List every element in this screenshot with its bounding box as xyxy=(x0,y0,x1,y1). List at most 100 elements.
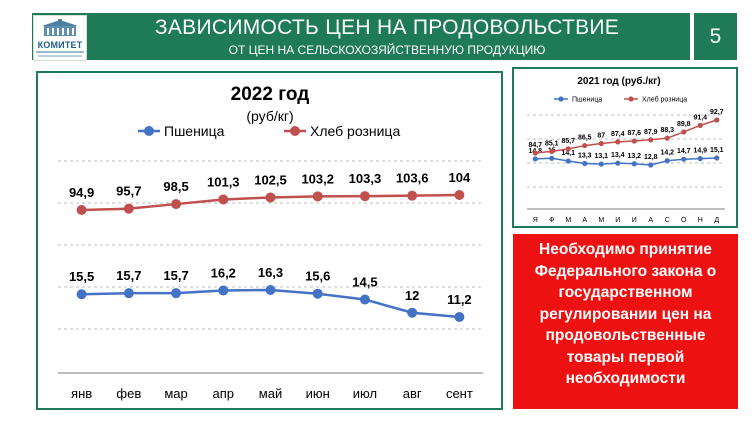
chart-2022-data-label-1: 103,3 xyxy=(349,171,382,186)
chart-2022-data-label-0: 12 xyxy=(405,288,419,303)
chart-2021-data-label-0: 14,7 xyxy=(677,148,691,155)
chart-2021-legend-marker-1 xyxy=(628,96,634,102)
chart-2021-point-1 xyxy=(565,146,571,152)
chart-2022-point-1 xyxy=(76,205,87,215)
chart-2021-data-label-1: 92,7 xyxy=(710,109,724,116)
chart-2022-point-0 xyxy=(359,294,370,305)
chart-2021-legend-label-1: Хлеб розница xyxy=(642,95,687,103)
chart-2022-point-0 xyxy=(454,312,465,322)
chart-2021-point-1 xyxy=(615,139,621,145)
chart-2021-point-0 xyxy=(648,162,654,168)
chart-2021-title: 2021 год (руб./кг) xyxy=(577,75,660,87)
chart-2022-data-label-1: 94,9 xyxy=(69,185,94,200)
chart-2021-point-0 xyxy=(532,156,538,162)
chart-2021-data-label-0: 12,8 xyxy=(644,154,658,161)
chart-2022-x-tick-label: июл xyxy=(353,386,377,401)
chart-2022-point-1 xyxy=(218,194,229,205)
chart-2021-data-label-0: 13,1 xyxy=(594,153,608,160)
chart-2021-data-label-0: 15,1 xyxy=(710,147,724,154)
chart-2021-point-0 xyxy=(565,158,571,164)
slide-title: ЗАВИСИМОСТЬ ЦЕН НА ПРОДОВОЛЬСТВИЕ xyxy=(154,16,620,39)
chart-2021-data-label-1: 89,8 xyxy=(677,121,691,128)
chart-2022-data-label-0: 15,7 xyxy=(116,268,141,283)
chart-2021-point-0 xyxy=(681,156,687,162)
chart-2021-data-label-1: 85,7 xyxy=(561,138,575,145)
chart-2021-x-tick-label: И xyxy=(632,217,637,224)
chart-2022-legend-label-0: Пшеница xyxy=(164,123,225,139)
chart-2021-point-0 xyxy=(549,155,555,161)
chart-2022-data-label-1: 103,2 xyxy=(301,171,334,186)
chart-2022-data-label-0: 11,2 xyxy=(447,292,472,307)
chart-2022: 2022 год (руб/кг) Пшеница Хлеб розница янв фе… xyxy=(36,71,503,410)
chart-2021: 2021 год (руб./кг) Пшеница Хлеб розница Я Ф М… xyxy=(512,67,738,228)
chart-2021-x-tick-label: Н xyxy=(698,217,703,224)
chart-2021-point-1 xyxy=(697,122,703,128)
chart-2022-point-1 xyxy=(454,190,465,200)
chart-2022-data-label-0: 15,7 xyxy=(163,268,188,283)
chart-2022-title: 2022 год xyxy=(231,84,310,105)
chart-2021-data-label-1: 91,4 xyxy=(693,114,707,121)
chart-2022-point-0 xyxy=(265,285,276,295)
chart-2021-point-0 xyxy=(714,155,720,161)
chart-2021-data-label-1: 87,9 xyxy=(644,129,658,136)
chart-2021-data-label-1: 87 xyxy=(597,133,605,140)
chart-2022-data-label-1: 101,3 xyxy=(207,174,240,189)
chart-2021-x-tick-label: Д xyxy=(714,217,719,224)
chart-2021-legend-marker-0 xyxy=(558,96,564,102)
chart-2021-x-tick-label: Ф xyxy=(549,217,554,224)
chart-2021-data-label-0: 13,4 xyxy=(611,152,625,159)
chart-2022-point-1 xyxy=(312,191,323,202)
chart-2022-point-0 xyxy=(218,285,229,296)
chart-2022-x-tick-label: сент xyxy=(446,386,473,401)
chart-2021-data-label-0: 13,3 xyxy=(578,152,592,159)
chart-2021-series-line-0 xyxy=(535,157,717,166)
chart-2021-x-tick-label: С xyxy=(665,217,670,224)
chart-2022-legend-label-1: Хлеб розница xyxy=(310,123,400,139)
chart-2022-data-label-1: 103,6 xyxy=(396,171,429,186)
chart-2021-x-tick-label: А xyxy=(648,217,653,224)
chart-2021-legend-label-0: Пшеница xyxy=(572,96,602,103)
chart-2021-data-label-0: 14,2 xyxy=(660,150,674,157)
chart-2021-x-tick-label: О xyxy=(681,217,687,224)
chart-2021-data-label-1: 87,4 xyxy=(611,131,625,138)
alert-text: Необходимо принятие Федерального закона … xyxy=(534,241,717,387)
page-number-box: 5 xyxy=(694,13,737,60)
chart-2021-point-0 xyxy=(697,156,703,162)
chart-2022-x-tick-label: авг xyxy=(403,386,422,401)
chart-2021-point-1 xyxy=(664,135,670,141)
chart-2021-series-line-1 xyxy=(535,119,717,154)
chart-2021-point-1 xyxy=(714,117,720,123)
chart-2022-data-label-0: 15,6 xyxy=(305,269,330,284)
alert-box: Необходимо принятие Федерального закона … xyxy=(513,234,738,409)
chart-2022-data-label-0: 16,2 xyxy=(211,266,236,281)
chart-2022-data-label-1: 98,5 xyxy=(163,179,188,194)
page-number: 5 xyxy=(709,25,722,48)
chart-2022-data-label-0: 15,5 xyxy=(69,269,94,284)
chart-2021-point-0 xyxy=(615,160,621,166)
chart-2021-x-tick-label: М xyxy=(565,217,571,224)
chart-2021-data-label-1: 84,7 xyxy=(528,142,542,149)
chart-2021-data-label-1: 85,1 xyxy=(545,140,559,147)
chart-2021-x-tick-label: Я xyxy=(533,217,538,224)
chart-2022-data-label-0: 16,3 xyxy=(258,265,283,280)
slide-subtitle: ОТ ЦЕН НА СЕЛЬСКОХОЗЯЙСТВЕННУЮ ПРОДУКЦИЮ xyxy=(228,43,546,57)
chart-2021-data-label-0: 14,9 xyxy=(693,148,707,155)
chart-2021-point-0 xyxy=(582,160,588,167)
chart-2022-point-0 xyxy=(407,307,418,318)
chart-2022-point-1 xyxy=(265,192,276,203)
chart-2022-point-0 xyxy=(123,288,134,299)
chart-2021-point-0 xyxy=(631,161,637,167)
chart-2021-point-1 xyxy=(582,142,588,149)
chart-2022-data-label-1: 104 xyxy=(449,170,471,185)
chart-2022-data-label-1: 95,7 xyxy=(116,184,141,199)
chart-2022-x-tick-label: янв xyxy=(71,386,92,401)
logo-text: КОМИТЕТ xyxy=(37,40,83,50)
chart-2022-data-label-1: 102,5 xyxy=(254,172,287,187)
chart-2021-point-1 xyxy=(681,129,687,135)
building-icon xyxy=(42,19,78,36)
chart-2022-point-1 xyxy=(123,203,134,214)
chart-2022-subtitle: (руб/кг) xyxy=(246,108,293,124)
chart-2021-data-label-1: 86,5 xyxy=(578,135,592,142)
chart-2021-point-1 xyxy=(631,138,637,144)
chart-2021-svg: 2021 год (руб./кг) Пшеница Хлеб розница Я Ф М… xyxy=(527,75,725,224)
